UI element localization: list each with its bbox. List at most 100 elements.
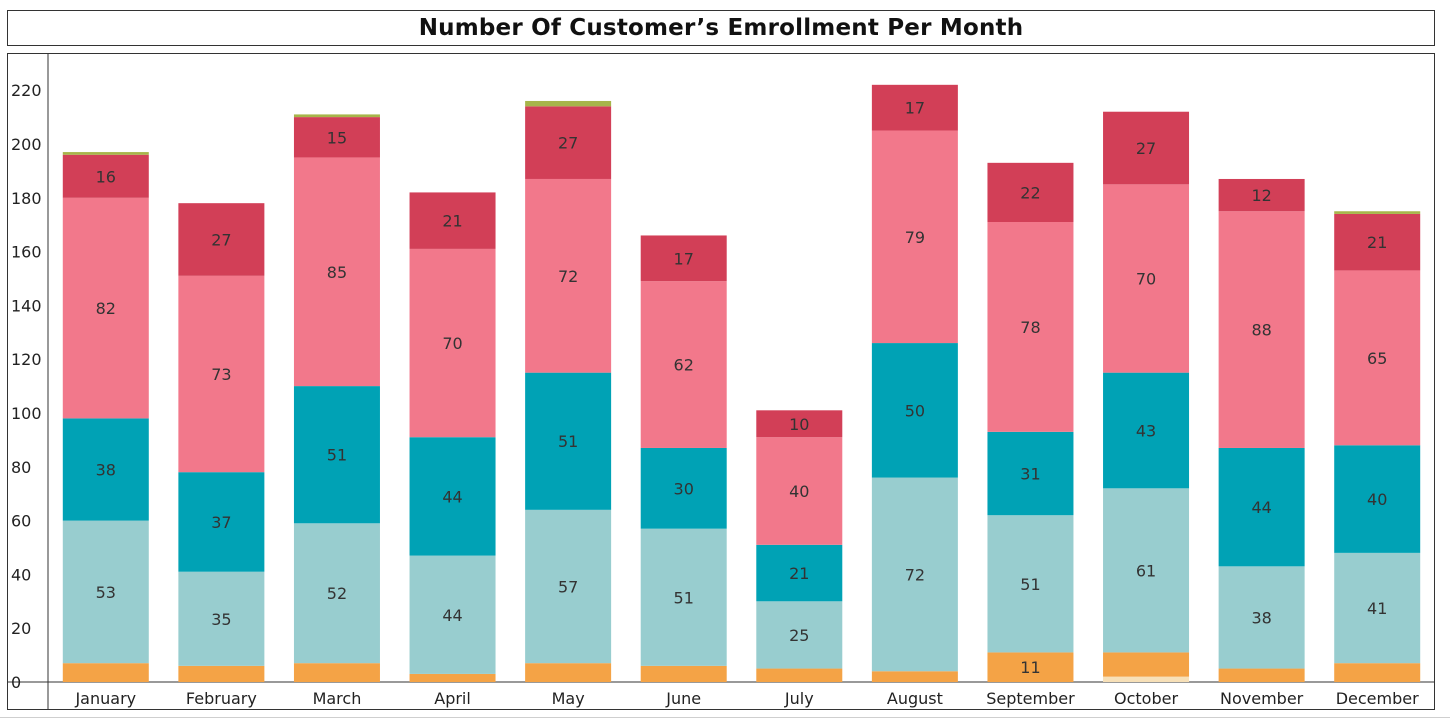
bar-segment [987,515,1074,653]
bar-segment [640,235,727,282]
bar-segment [62,520,149,664]
bar-segment [525,509,612,664]
bar-segment [62,197,149,419]
bar-data-label: 52 [327,584,347,603]
bar-data-label: 21 [1367,233,1387,252]
bar-data-label: 21 [789,564,809,583]
bar-data-label: 65 [1367,349,1387,368]
bar-segment [640,281,727,448]
bar-segment [178,203,265,276]
bar-data-label: 31 [1020,465,1040,484]
bar-segment [756,410,843,438]
bar-data-label: 43 [1136,421,1156,440]
bar-data-label: 35 [211,610,231,629]
bar-segment [1334,211,1421,214]
bar-data-label: 44 [442,487,462,506]
bar-data-label: 44 [1251,498,1271,517]
bar-segment [1218,566,1305,669]
bar-segment [178,472,265,572]
bar-data-label: 78 [1020,318,1040,337]
y-tick-label: 80 [11,458,31,477]
bar-data-label: 79 [905,228,925,247]
bar-data-label: 27 [1136,139,1156,158]
bar-segment [1103,372,1190,489]
bar-segment [178,665,265,682]
bar-segment [1103,111,1190,185]
x-tick-label: September [986,689,1075,708]
bar-data-label: 17 [905,99,925,118]
bar-data-label: 73 [211,365,231,384]
y-tick-label: 180 [11,189,42,208]
bar-segment [409,673,496,682]
bar-segment [1218,178,1305,212]
bar-data-label: 85 [327,263,347,282]
bar-segment [987,431,1074,516]
bar-segment [293,117,380,158]
y-tick-label: 60 [11,512,31,531]
bar-segment [62,663,149,682]
bar-data-label: 22 [1020,183,1040,202]
bar-segment [62,418,149,521]
bottom-divider [0,717,1450,718]
bar-data-label: 10 [789,415,809,434]
bar-data-label: 21 [442,212,462,231]
bar-segment [1334,445,1421,553]
x-tick-label: January [74,689,136,708]
bar-segment [409,437,496,556]
y-tick-label: 220 [11,81,42,100]
bar-segment [640,665,727,682]
bar-data-label: 16 [96,167,116,186]
bar-data-label: 57 [558,578,578,597]
bar-segment [1334,552,1421,664]
bar-segment [293,157,380,387]
bar-segment [525,100,612,107]
bar-segment [293,386,380,524]
x-tick-label: July [784,689,814,708]
bar-segment [178,571,265,666]
bar-segment [1334,663,1421,682]
bar-segment [293,663,380,682]
y-tick-label: 120 [11,350,42,369]
bar-data-label: 70 [442,334,462,353]
x-tick-label: August [887,689,943,708]
bar-segment [640,528,727,666]
x-tick-label: May [552,689,585,708]
bar-segment [1218,668,1305,682]
bar-segment [293,114,380,118]
x-tick-label: November [1220,689,1304,708]
bar-data-label: 50 [905,401,925,420]
bar-segment [409,555,496,674]
x-tick-label: February [186,689,257,708]
bar-data-label: 88 [1251,321,1271,340]
bar-data-label: 27 [211,230,231,249]
bar-segment [871,84,958,131]
x-tick-label: October [1114,689,1178,708]
bar-segment [756,668,843,682]
bar-data-label: 11 [1020,658,1040,677]
bar-segment [1103,488,1190,653]
bar-data-label: 72 [905,565,925,584]
bar-segment [756,544,843,602]
bar-data-label: 15 [327,128,347,147]
x-tick-label: December [1336,689,1419,708]
bar-segment [871,671,958,682]
y-tick-label: 100 [11,404,42,423]
bar-data-label: 37 [211,513,231,532]
bar-data-label: 38 [1251,608,1271,627]
bar-data-label: 53 [96,583,116,602]
bar-data-label: 82 [96,299,116,318]
bar-data-label: 38 [96,460,116,479]
bar-segment [987,222,1074,432]
bar-segment [525,178,612,373]
x-tick-label: June [665,689,701,708]
bar-segment [1218,447,1305,567]
bar-segment [525,106,612,179]
bar-segment [1103,184,1190,373]
bar-data-label: 72 [558,267,578,286]
bar-segment [756,437,843,545]
bar-segment [987,652,1074,682]
bar-data-label: 70 [1136,270,1156,289]
bar-data-label: 51 [1020,575,1040,594]
bar-data-label: 25 [789,626,809,645]
